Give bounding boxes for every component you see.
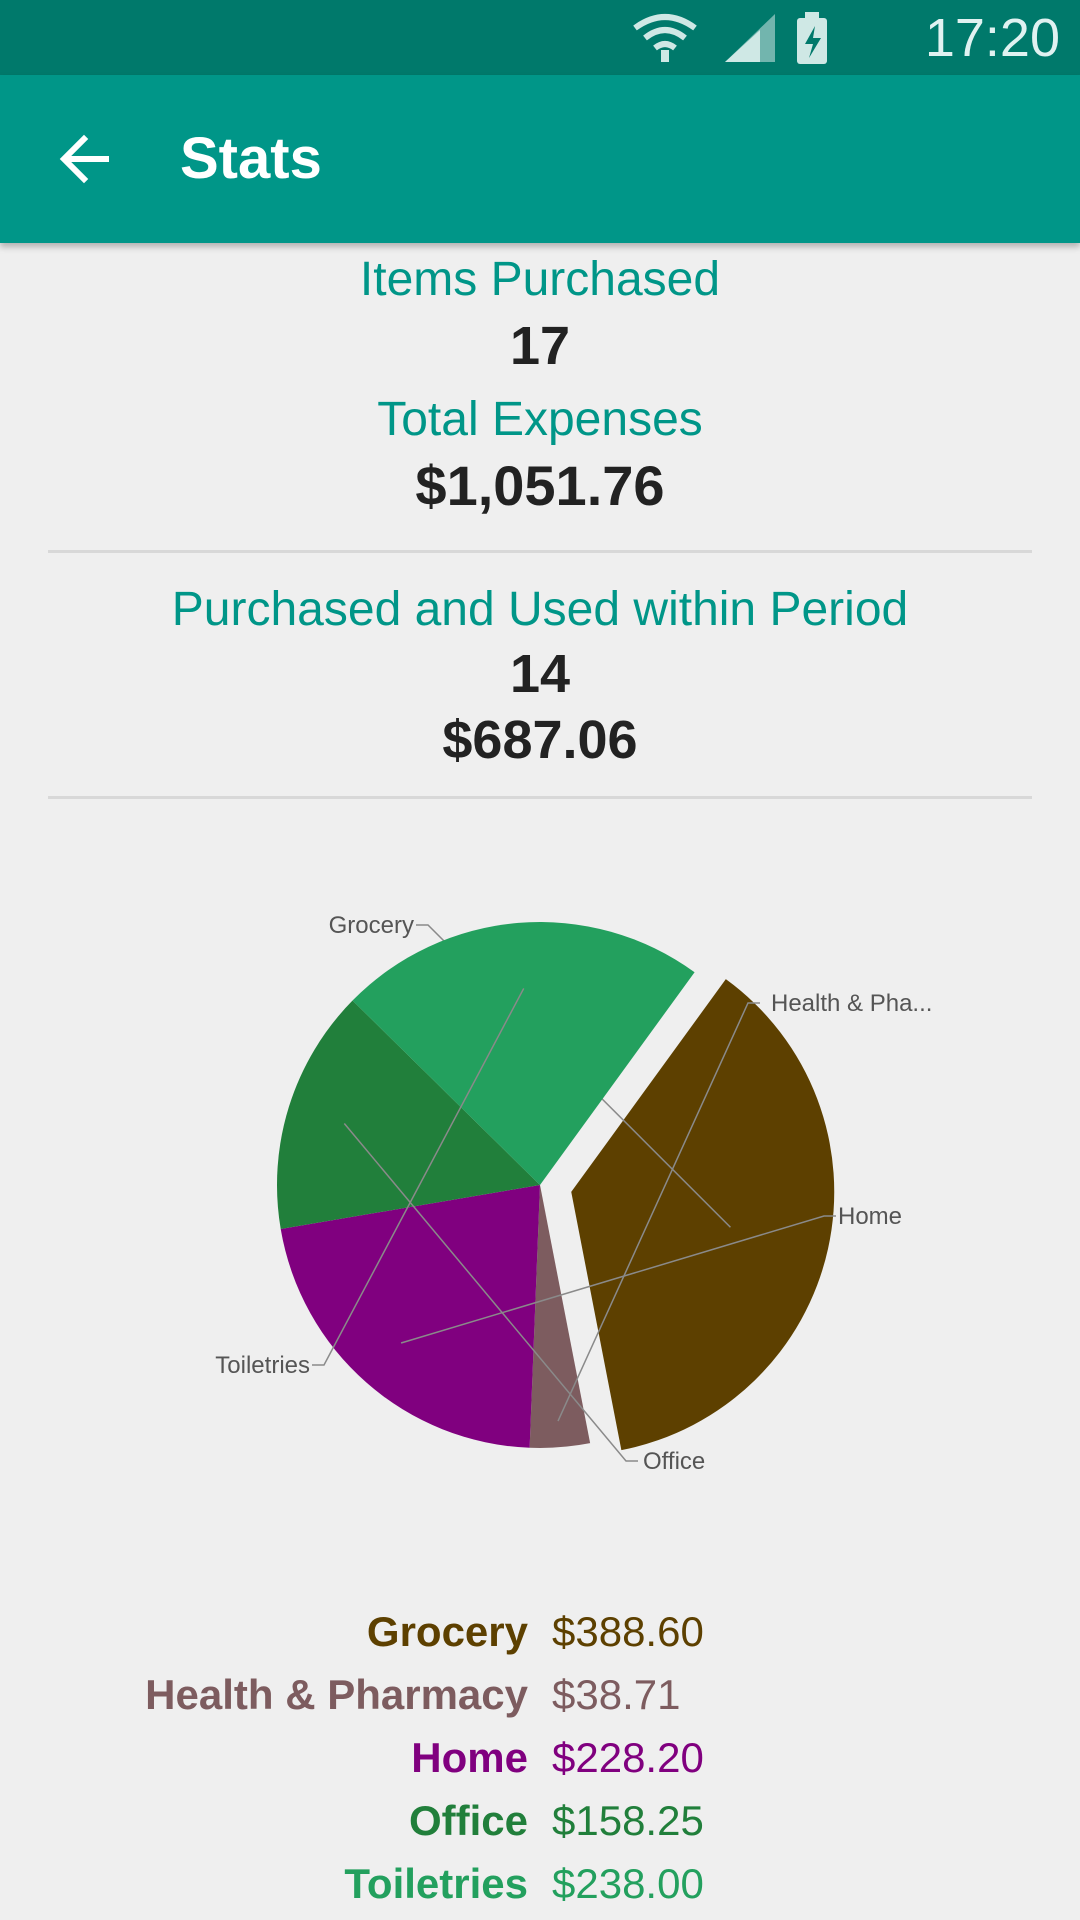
legend: Grocery $388.60 Health & Pharmacy $38.71 Hom…: [0, 1600, 1080, 1915]
app-bar: Stats: [0, 75, 1080, 243]
legend-row: Toiletries $238.00: [0, 1852, 1080, 1915]
arrow-left-icon: [59, 134, 109, 184]
legend-row: Office $158.25: [0, 1789, 1080, 1852]
period-count: 14: [509, 644, 571, 704]
pie-slice-label: Office: [643, 1448, 705, 1475]
pie-slice-label: Home: [838, 1203, 902, 1230]
divider: [48, 550, 1032, 553]
legend-row: Home $228.20: [0, 1726, 1080, 1789]
legend-row: Health & Pharmacy $38.71: [0, 1663, 1080, 1726]
items-purchased-label: Items Purchased: [359, 253, 721, 306]
pie-slice-label: Grocery: [329, 912, 414, 939]
page-title: Stats: [180, 126, 322, 191]
pie-slice-label: Health & Pha...: [771, 990, 932, 1017]
pie-leader-line: [557, 1002, 760, 1422]
legend-category-amount: $388.60: [552, 1608, 704, 1655]
period-amount: $687.06: [442, 710, 638, 770]
status-time: 17:20: [924, 8, 1060, 68]
legend-category-amount: $238.00: [552, 1860, 704, 1907]
legend-category-name: Office: [408, 1797, 528, 1844]
legend-row: Grocery $388.60: [0, 1600, 1080, 1663]
status-icons: [633, 12, 827, 64]
legend-category-name: Health & Pharmacy: [145, 1671, 528, 1718]
legend-category-name: Toiletries: [344, 1860, 528, 1907]
back-button[interactable]: [44, 119, 124, 199]
status-bar: 17:20: [0, 0, 1080, 75]
total-expenses-block: Total Expenses $1,051.76: [0, 392, 1080, 516]
items-purchased-block: Items Purchased 17: [0, 252, 1080, 376]
pie-slice-home[interactable]: [280, 1185, 540, 1448]
pie-leader-line: [416, 924, 731, 1228]
pie-leader-line: [312, 988, 525, 1366]
pie-slice-toiletries[interactable]: [352, 922, 695, 1185]
total-expenses-value: $1,051.76: [415, 454, 665, 517]
items-purchased-value: 17: [509, 316, 571, 376]
legend-category-name: Grocery: [366, 1608, 528, 1655]
pie-slice-office[interactable]: [277, 1000, 540, 1229]
wifi-icon: [633, 14, 697, 62]
signal-icon: [725, 14, 775, 62]
pie-leader-line: [400, 1215, 836, 1344]
legend-category-amount: $158.25: [552, 1797, 704, 1844]
pie-slice-grocery[interactable]: [571, 979, 835, 1451]
pie-slice-label: Toiletries: [215, 1352, 310, 1379]
total-expenses-label: Total Expenses: [377, 393, 703, 446]
divider: [48, 796, 1032, 799]
battery-charging-icon: [797, 12, 827, 64]
legend-category-name: Home: [411, 1734, 528, 1781]
pie-leader-line: [343, 1122, 638, 1462]
period-label: Purchased and Used within Period: [171, 583, 909, 636]
period-block: Purchased and Used within Period 14 $687…: [0, 582, 1080, 770]
legend-category-amount: $228.20: [552, 1734, 704, 1781]
legend-category-amount: $38.71: [552, 1671, 681, 1718]
expense-pie-chart[interactable]: Grocery Health & Pha... Home Office Toiletri…: [0, 820, 1080, 1500]
